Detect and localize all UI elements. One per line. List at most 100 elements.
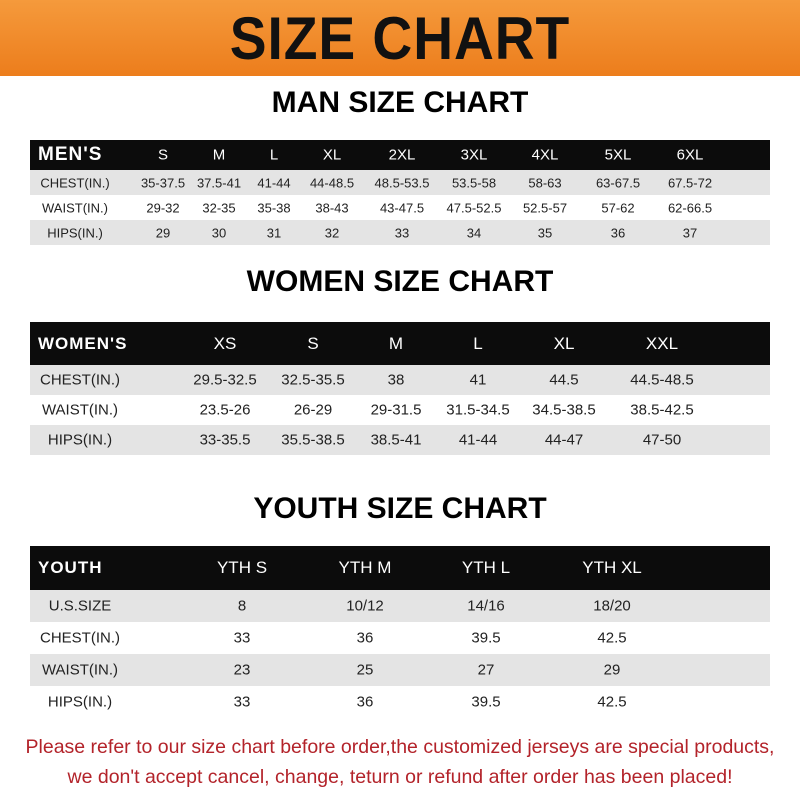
table-row: HIPS(IN.) 33 36 39.5 42.5 — [30, 686, 770, 718]
table-row: WAIST(IN.) 23.5-26 26-29 29-31.5 31.5-34.5 34… — [30, 395, 770, 425]
measurement-cell: 33 — [233, 693, 251, 711]
size-header: L — [473, 333, 483, 353]
size-header: 2XL — [388, 146, 416, 164]
banner-title: SIZE CHART — [229, 4, 571, 72]
size-chart-banner: SIZE CHART — [0, 0, 800, 76]
table-row: HIPS(IN.) 29 30 31 32 33 34 35 36 37 — [30, 220, 770, 245]
measurement-cell: 43-47.5 — [379, 200, 425, 215]
measurement-cell: 42.5 — [597, 693, 627, 711]
measurement-cell: 58-63 — [528, 175, 562, 190]
measurement-cell: 67.5-72 — [667, 175, 713, 190]
row-label: HIPS(IN.) — [47, 693, 113, 711]
table-header-label: WOMEN'S — [38, 333, 128, 353]
measurement-cell: 32-35 — [202, 200, 236, 215]
notice-line-2: we don't accept cancel, change, teturn o… — [67, 766, 733, 788]
measurement-cell: 25 — [356, 661, 374, 679]
measurement-cell: 30 — [211, 225, 227, 240]
measurement-cell: 29-32 — [146, 200, 180, 215]
measurement-cell: 53.5-58 — [451, 175, 497, 190]
measurement-cell: 63-67.5 — [595, 175, 641, 190]
notice-line-1: Please refer to our size chart before or… — [25, 736, 775, 758]
row-label: WAIST(IN.) — [41, 401, 119, 419]
women-chart-title: WOMEN SIZE CHART — [246, 265, 554, 298]
measurement-cell: 33 — [233, 629, 251, 647]
size-header: L — [269, 146, 279, 164]
table-row: U.S.SIZE 8 10/12 14/16 18/20 — [30, 590, 770, 622]
measurement-cell: 41-44 — [257, 175, 291, 190]
row-label: CHEST(IN.) — [40, 629, 120, 647]
row-label: CHEST(IN.) — [40, 175, 110, 190]
table-header-label: MEN'S — [38, 144, 103, 165]
size-header: S — [157, 146, 169, 164]
measurement-cell: 18/20 — [593, 597, 631, 615]
measurement-cell: 23.5-26 — [199, 401, 251, 419]
measurement-cell: 44.5-48.5 — [630, 371, 694, 389]
measurement-cell: 34.5-38.5 — [532, 401, 596, 419]
size-header: YTH M — [338, 558, 392, 577]
size-header: 3XL — [460, 146, 488, 164]
size-header: YTH XL — [582, 558, 642, 577]
size-header: XXL — [645, 333, 679, 353]
measurement-cell: 38.5-41 — [370, 431, 422, 449]
measurement-cell: 52.5-57 — [522, 200, 568, 215]
row-label: HIPS(IN.) — [47, 225, 103, 240]
table-header-row: YOUTH YTH S YTH M YTH L YTH XL — [30, 546, 770, 590]
measurement-cell: 34 — [466, 225, 482, 240]
measurement-cell: 32.5-35.5 — [281, 371, 345, 389]
order-notice: Please refer to our size chart before or… — [0, 732, 800, 792]
measurement-cell: 38-43 — [315, 200, 349, 215]
row-label: WAIST(IN.) — [42, 200, 108, 215]
measurement-cell: 33-35.5 — [199, 431, 251, 449]
measurement-cell: 10/12 — [346, 597, 384, 615]
measurement-cell: 14/16 — [467, 597, 505, 615]
measurement-cell: 29 — [155, 225, 171, 240]
measurement-cell: 37 — [682, 225, 698, 240]
men-chart-title: MAN SIZE CHART — [271, 86, 529, 119]
size-header: YTH S — [216, 558, 268, 577]
measurement-cell: 57-62 — [601, 200, 635, 215]
row-label: WAIST(IN.) — [41, 661, 119, 679]
table-header-label: YOUTH — [38, 558, 103, 577]
measurement-cell: 29-31.5 — [370, 401, 422, 419]
size-header: M — [388, 333, 404, 353]
table-row: WAIST(IN.) 29-32 32-35 35-38 38-43 43-47.5 47.… — [30, 195, 770, 220]
measurement-cell: 42.5 — [597, 629, 627, 647]
measurement-cell: 36 — [610, 225, 626, 240]
measurement-cell: 37.5-41 — [196, 175, 242, 190]
measurement-cell: 41 — [469, 371, 487, 389]
measurement-cell: 36 — [356, 629, 374, 647]
measurement-cell: 36 — [356, 693, 374, 711]
size-header: 4XL — [531, 146, 559, 164]
measurement-cell: 44-48.5 — [309, 175, 355, 190]
table-row: CHEST(IN.) 29.5-32.5 32.5-35.5 38 41 44.5 44.5… — [30, 365, 770, 395]
measurement-cell: 31.5-34.5 — [446, 401, 510, 419]
youth-chart-title: YOUTH SIZE CHART — [253, 492, 547, 525]
size-header: YTH L — [461, 558, 511, 577]
measurement-cell: 27 — [477, 661, 495, 679]
size-header: 6XL — [676, 146, 704, 164]
measurement-cell: 29.5-32.5 — [193, 371, 257, 389]
measurement-cell: 8 — [237, 597, 247, 615]
measurement-cell: 31 — [266, 225, 282, 240]
measurement-cell: 33 — [394, 225, 410, 240]
measurement-cell: 23 — [233, 661, 251, 679]
measurement-cell: 38.5-42.5 — [630, 401, 694, 419]
row-label: HIPS(IN.) — [47, 431, 113, 449]
table-row: WAIST(IN.) 23 25 27 29 — [30, 654, 770, 686]
measurement-cell: 47-50 — [642, 431, 682, 449]
measurement-cell: 35 — [537, 225, 553, 240]
measurement-cell: 39.5 — [471, 693, 501, 711]
size-header: S — [307, 333, 319, 353]
measurement-cell: 47.5-52.5 — [446, 200, 502, 215]
measurement-cell: 35-37.5 — [140, 175, 186, 190]
table-header-row: WOMEN'S XS S M L XL XXL — [30, 322, 770, 365]
table-row: CHEST(IN.) 35-37.5 37.5-41 41-44 44-48.5 48.5… — [30, 170, 770, 195]
measurement-cell: 32 — [324, 225, 340, 240]
size-header: M — [212, 146, 226, 164]
size-header: 5XL — [604, 146, 632, 164]
row-label: CHEST(IN.) — [40, 371, 120, 389]
table-row: HIPS(IN.) 33-35.5 35.5-38.5 38.5-41 41-44 44-… — [30, 425, 770, 455]
row-label: U.S.SIZE — [48, 597, 112, 615]
measurement-cell: 39.5 — [471, 629, 501, 647]
measurement-cell: 48.5-53.5 — [374, 175, 430, 190]
